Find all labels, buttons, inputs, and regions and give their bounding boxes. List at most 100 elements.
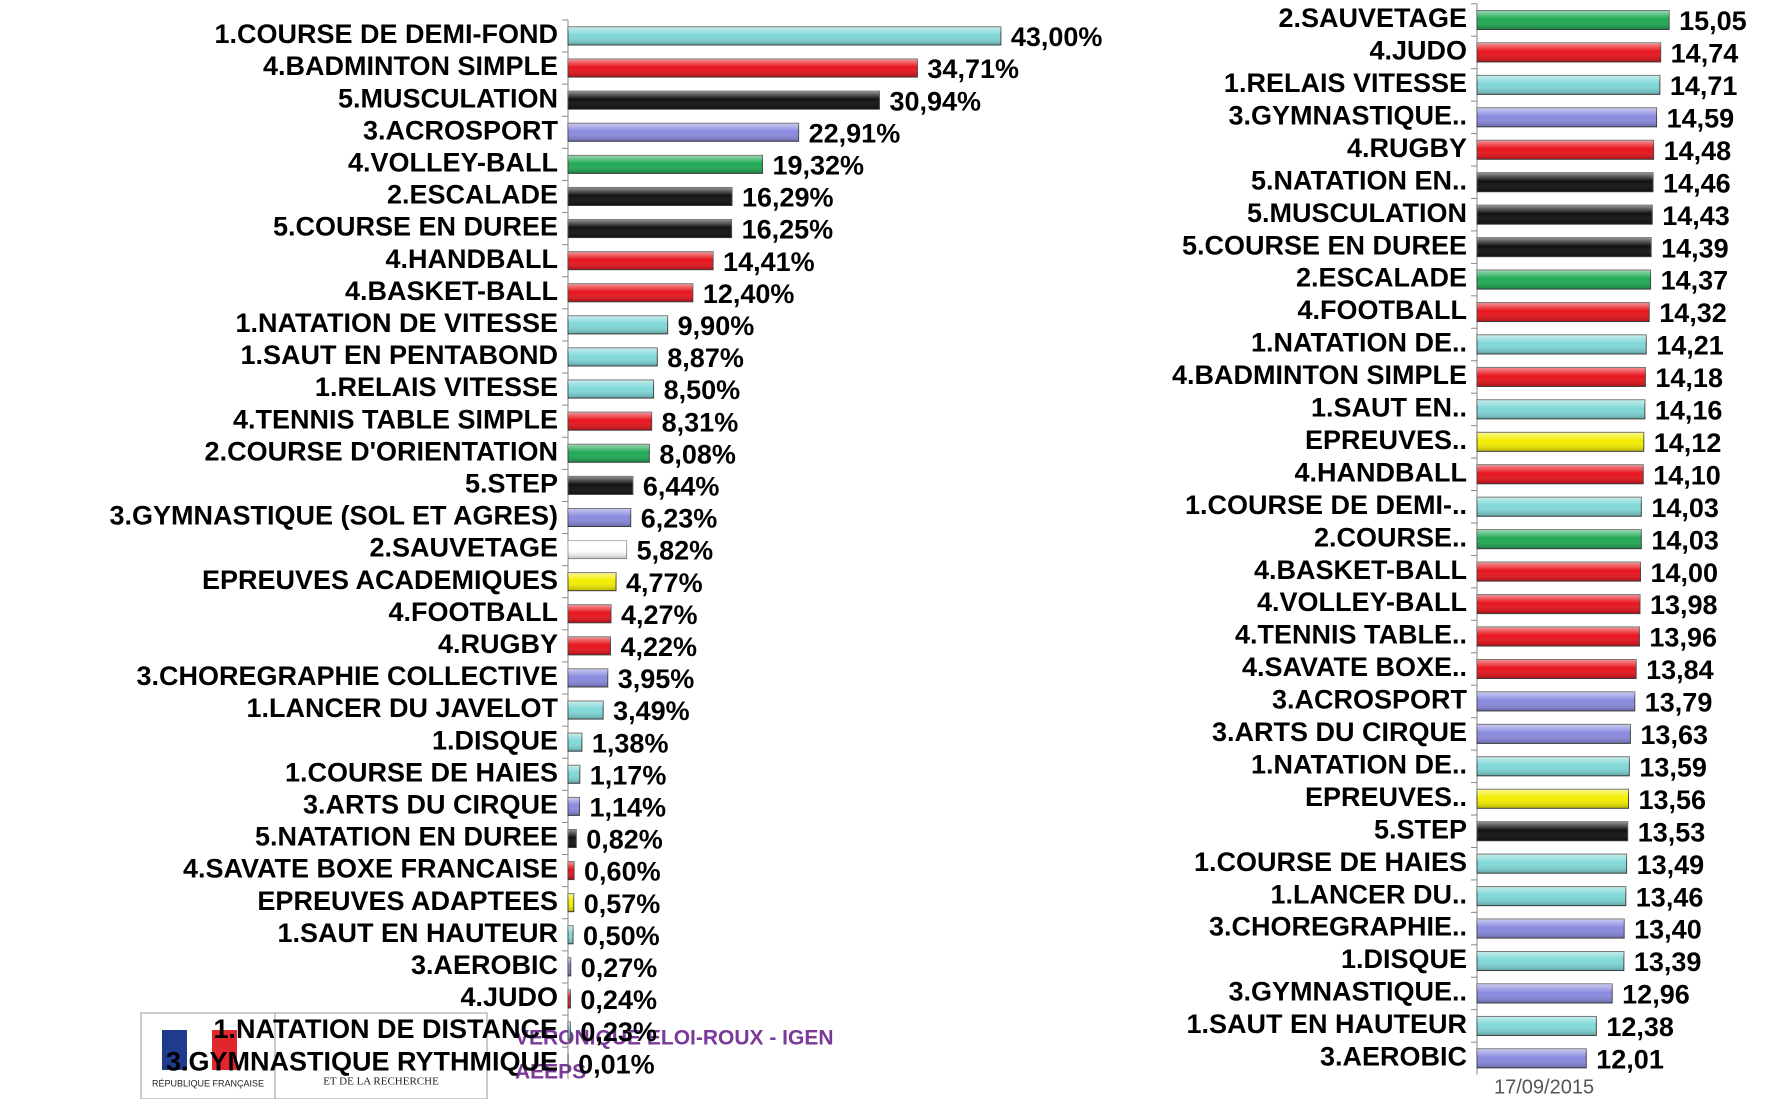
category-label: 4.HANDBALL bbox=[386, 244, 559, 274]
value-label: 14,74 bbox=[1671, 39, 1739, 69]
value-label: 19,32% bbox=[772, 151, 864, 181]
value-label: 16,29% bbox=[742, 183, 834, 213]
category-label: 1.NATATION DE VITESSE bbox=[235, 308, 558, 338]
category-label: 1.COURSE DE HAIES bbox=[1194, 847, 1467, 877]
bar-shine bbox=[568, 893, 574, 912]
value-label: 1,14% bbox=[589, 793, 666, 823]
value-label: 14,48 bbox=[1664, 136, 1732, 166]
bar-shine bbox=[568, 829, 577, 848]
bar-shine bbox=[1477, 237, 1652, 257]
category-label: 3.ARTS DU CIRQUE bbox=[1212, 717, 1467, 747]
bar-shine bbox=[1477, 627, 1640, 647]
category-label: 3.CHOREGRAPHIE.. bbox=[1209, 912, 1467, 942]
value-label: 14,10 bbox=[1653, 460, 1721, 490]
bar-shine bbox=[568, 444, 650, 463]
bar-shine bbox=[1477, 140, 1654, 160]
category-label: 1.NATATION DE.. bbox=[1251, 749, 1467, 779]
bar-shine bbox=[568, 476, 633, 495]
value-label: 12,96 bbox=[1622, 980, 1690, 1010]
category-label: 1.COURSE DE DEMI-FOND bbox=[214, 19, 558, 49]
value-label: 13,96 bbox=[1649, 623, 1717, 653]
bar-shine bbox=[568, 925, 574, 944]
bar-shine bbox=[1477, 854, 1627, 874]
value-label: 1,17% bbox=[590, 760, 667, 790]
bar-shine bbox=[568, 412, 652, 431]
bar-shine bbox=[568, 572, 617, 591]
category-label: 2.COURSE D'ORIENTATION bbox=[205, 436, 558, 466]
category-label: 1.LANCER DU.. bbox=[1270, 879, 1467, 909]
author: VERONIQUE ELOI-ROUX - IGEN bbox=[515, 1027, 834, 1050]
category-label: EPREUVES ACADEMIQUES bbox=[202, 565, 558, 595]
category-label: 3.AEROBIC bbox=[1320, 1042, 1467, 1072]
value-label: 14,41% bbox=[723, 247, 815, 277]
category-label: 1.DISQUE bbox=[1341, 944, 1467, 974]
bar-shine bbox=[1477, 432, 1644, 452]
category-label: 1.SAUT EN PENTABOND bbox=[240, 340, 558, 370]
value-label: 6,23% bbox=[641, 504, 718, 534]
value-label: 0,82% bbox=[586, 825, 663, 855]
category-label: 1.NATATION DE DISTANCE bbox=[213, 1014, 558, 1044]
value-label: 14,39 bbox=[1661, 233, 1729, 263]
date: 17/09/2015 bbox=[1494, 1076, 1594, 1098]
category-label: 4.FOOTBALL bbox=[1298, 295, 1468, 325]
category-label: 3.ACROSPORT bbox=[1272, 685, 1468, 715]
category-label: 4.JUDO bbox=[1369, 36, 1467, 66]
category-label: 5.NATATION EN.. bbox=[1251, 165, 1467, 195]
value-label: 0,50% bbox=[583, 921, 660, 951]
bar-shine bbox=[568, 861, 575, 880]
category-label: 1.LANCER DU JAVELOT bbox=[246, 693, 558, 723]
category-label: 2.ESCALADE bbox=[387, 180, 558, 210]
bar-shine bbox=[568, 797, 580, 816]
value-label: 13,63 bbox=[1640, 720, 1708, 750]
bar-shine bbox=[568, 27, 1001, 45]
bar-shine bbox=[568, 251, 714, 270]
category-label: 2.COURSE.. bbox=[1314, 522, 1467, 552]
bar-shine bbox=[568, 636, 611, 655]
category-label: 2.SAUVETAGE bbox=[369, 533, 558, 563]
value-label: 0,60% bbox=[584, 857, 661, 887]
value-label: 14,71 bbox=[1670, 71, 1738, 101]
category-label: 4.SAVATE BOXE.. bbox=[1242, 652, 1467, 682]
category-label: 5.NATATION EN DUREE bbox=[255, 822, 558, 852]
value-label: 14,32 bbox=[1659, 298, 1727, 328]
value-label: 16,25% bbox=[742, 215, 834, 245]
category-label: 1.SAUT EN HAUTEUR bbox=[1186, 1009, 1467, 1039]
bar-shine bbox=[1477, 270, 1651, 290]
category-label: 1.COURSE DE HAIES bbox=[285, 757, 558, 787]
bar-shine bbox=[568, 733, 582, 752]
value-label: 14,16 bbox=[1655, 396, 1723, 426]
value-label: 13,49 bbox=[1637, 850, 1705, 880]
bar-shine bbox=[1477, 789, 1629, 809]
logo: RÉPUBLIQUE FRANÇAISE ET DE LA RECHERCHE bbox=[140, 1012, 488, 1099]
value-label: 14,00 bbox=[1651, 558, 1719, 588]
bar-shine bbox=[1477, 42, 1661, 62]
category-label: 3.ACROSPORT bbox=[363, 115, 559, 145]
bar-shine bbox=[1477, 529, 1642, 549]
category-label: 4.TENNIS TABLE.. bbox=[1235, 620, 1467, 650]
value-label: 14,46 bbox=[1663, 168, 1731, 198]
bar-shine bbox=[1477, 724, 1631, 744]
bar-shine bbox=[568, 283, 693, 302]
category-label: 3.GYMNASTIQUE.. bbox=[1228, 977, 1467, 1007]
value-label: 3,49% bbox=[613, 696, 690, 726]
value-label: 8,50% bbox=[664, 375, 741, 405]
value-label: 14,18 bbox=[1655, 363, 1723, 393]
category-label: 4.BADMINTON SIMPLE bbox=[263, 51, 558, 81]
value-label: 4,22% bbox=[620, 632, 697, 662]
value-label: 30,94% bbox=[889, 86, 981, 116]
bar-shine bbox=[568, 508, 631, 527]
category-label: EPREUVES.. bbox=[1305, 782, 1467, 812]
category-label: EPREUVES.. bbox=[1305, 425, 1467, 455]
category-label: 3.AEROBIC bbox=[411, 950, 558, 980]
bar-shine bbox=[568, 187, 732, 206]
value-label: 13,84 bbox=[1646, 655, 1714, 685]
category-label: 5.COURSE EN DUREE bbox=[273, 212, 558, 242]
value-label: 0,01% bbox=[578, 1049, 655, 1079]
bar-shine bbox=[568, 1022, 571, 1041]
category-label: 4.BASKET-BALL bbox=[345, 276, 558, 306]
bar-shine bbox=[1477, 919, 1625, 939]
flag-blue bbox=[162, 1030, 187, 1070]
category-label: EPREUVES ADAPTEES bbox=[257, 886, 558, 916]
category-label: 4.BADMINTON SIMPLE bbox=[1172, 360, 1467, 390]
